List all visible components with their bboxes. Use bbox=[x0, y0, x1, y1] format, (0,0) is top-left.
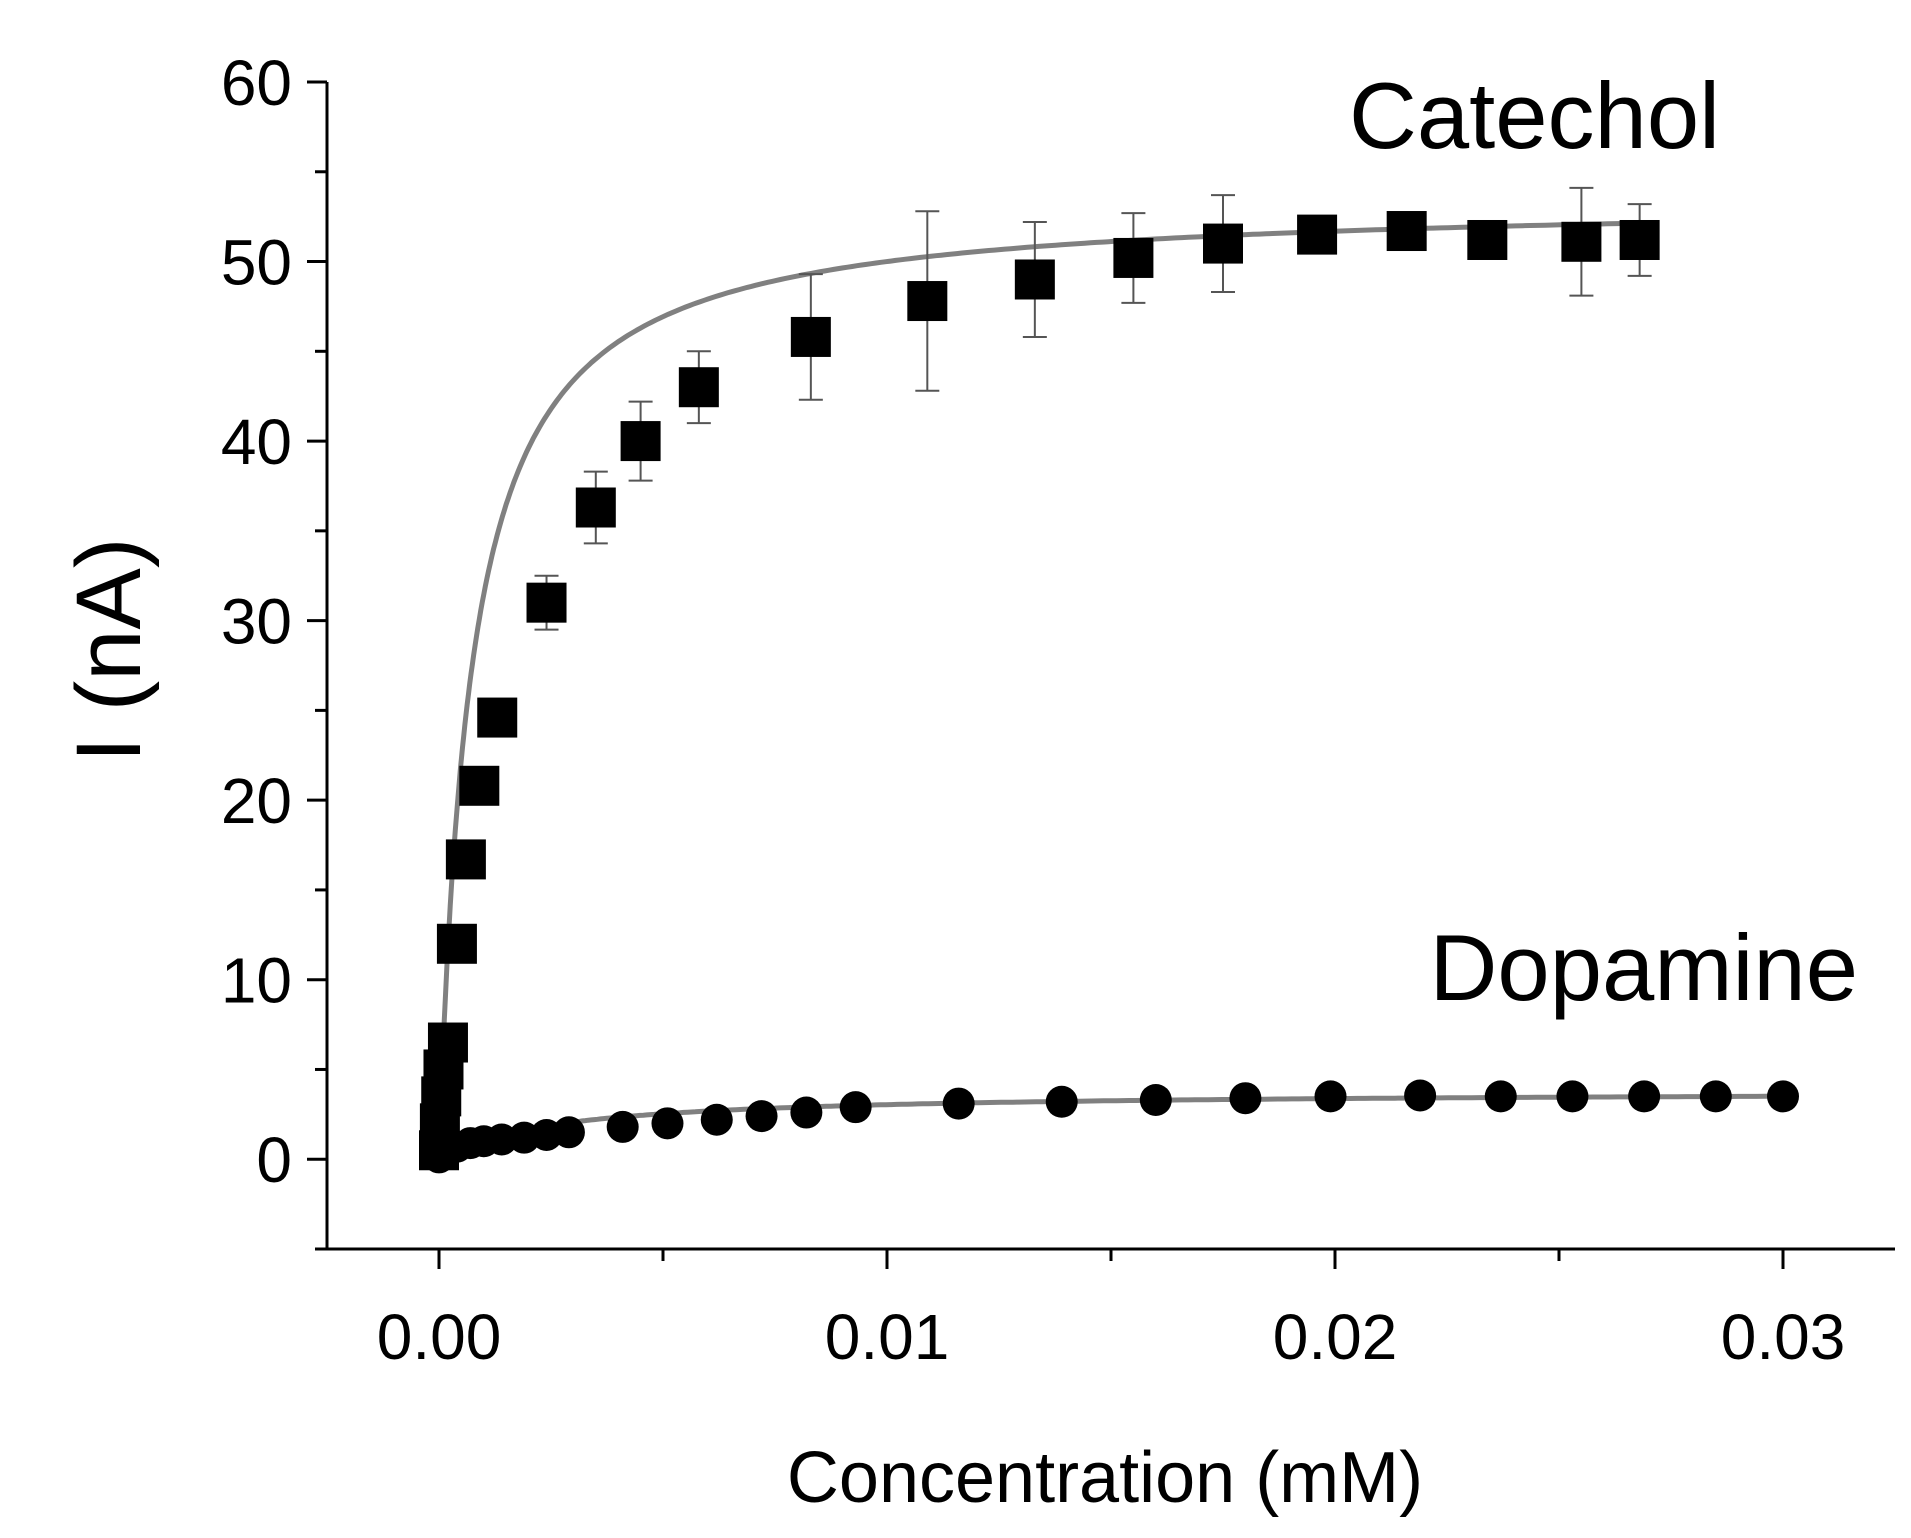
dopamine-point bbox=[790, 1096, 823, 1129]
catechol-point bbox=[1386, 211, 1427, 252]
catechol-point bbox=[1113, 237, 1154, 278]
dopamine-series-label: Dopamine bbox=[1430, 915, 1858, 1020]
data-points bbox=[419, 211, 1799, 1174]
dopamine-point bbox=[606, 1110, 639, 1143]
catechol-point bbox=[1297, 214, 1338, 255]
dopamine-point bbox=[1404, 1079, 1437, 1112]
catechol-point bbox=[1467, 219, 1508, 260]
catechol-point bbox=[459, 765, 500, 806]
catechol-point bbox=[526, 582, 567, 623]
y-tick-label: 40 bbox=[221, 406, 292, 478]
dopamine-point bbox=[1556, 1080, 1589, 1113]
catechol-point bbox=[678, 367, 719, 408]
catechol-series-label: Catechol bbox=[1349, 63, 1720, 168]
catechol-point bbox=[907, 281, 948, 322]
dopamine-point bbox=[1699, 1080, 1732, 1113]
error-bars bbox=[485, 186, 1652, 737]
dopamine-point bbox=[839, 1091, 872, 1124]
catechol-point bbox=[620, 421, 661, 462]
catechol-point bbox=[445, 839, 486, 880]
catechol-point bbox=[790, 316, 831, 357]
x-tick-label: 0.01 bbox=[825, 1301, 950, 1373]
dopamine-point bbox=[1229, 1082, 1262, 1115]
catechol-point bbox=[477, 697, 518, 738]
dopamine-point bbox=[552, 1116, 585, 1149]
catechol-point bbox=[575, 487, 616, 528]
y-tick-label: 30 bbox=[221, 586, 292, 658]
catechol-point bbox=[1014, 259, 1055, 300]
dopamine-point bbox=[700, 1103, 733, 1136]
y-tick-label: 20 bbox=[221, 765, 292, 837]
catechol-point bbox=[427, 1022, 468, 1063]
catechol-fit-curve bbox=[436, 220, 1640, 1160]
dopamine-point bbox=[651, 1107, 684, 1140]
x-tick-label: 0.03 bbox=[1721, 1301, 1846, 1373]
catechol-point bbox=[1561, 221, 1602, 262]
x-tick-label: 0.02 bbox=[1273, 1301, 1398, 1373]
catechol-point bbox=[1619, 219, 1660, 260]
catechol-point bbox=[436, 923, 477, 964]
x-tick-label: 0.00 bbox=[377, 1301, 502, 1373]
dopamine-point bbox=[1767, 1080, 1799, 1113]
catechol-point bbox=[1203, 223, 1243, 264]
dopamine-point bbox=[1628, 1080, 1661, 1113]
dopamine-point bbox=[745, 1100, 778, 1133]
dopamine-point bbox=[1314, 1080, 1347, 1113]
tick-labels: 0 10 20 30 40 50 60 0.00 0.01 0.02 0.03 bbox=[221, 47, 1845, 1373]
y-tick-label: 10 bbox=[221, 945, 292, 1017]
x-axis-label: Concentration (mM) bbox=[787, 1438, 1423, 1518]
y-tick-label: 60 bbox=[221, 47, 292, 119]
dopamine-point bbox=[942, 1087, 975, 1120]
dopamine-point bbox=[1484, 1080, 1517, 1113]
dopamine-point bbox=[1045, 1085, 1078, 1118]
y-axis-label: I (nA) bbox=[58, 538, 160, 763]
dopamine-point bbox=[1139, 1083, 1172, 1116]
y-tick-label: 0 bbox=[256, 1124, 292, 1196]
y-tick-label: 50 bbox=[221, 227, 292, 299]
axes bbox=[307, 80, 1895, 1269]
